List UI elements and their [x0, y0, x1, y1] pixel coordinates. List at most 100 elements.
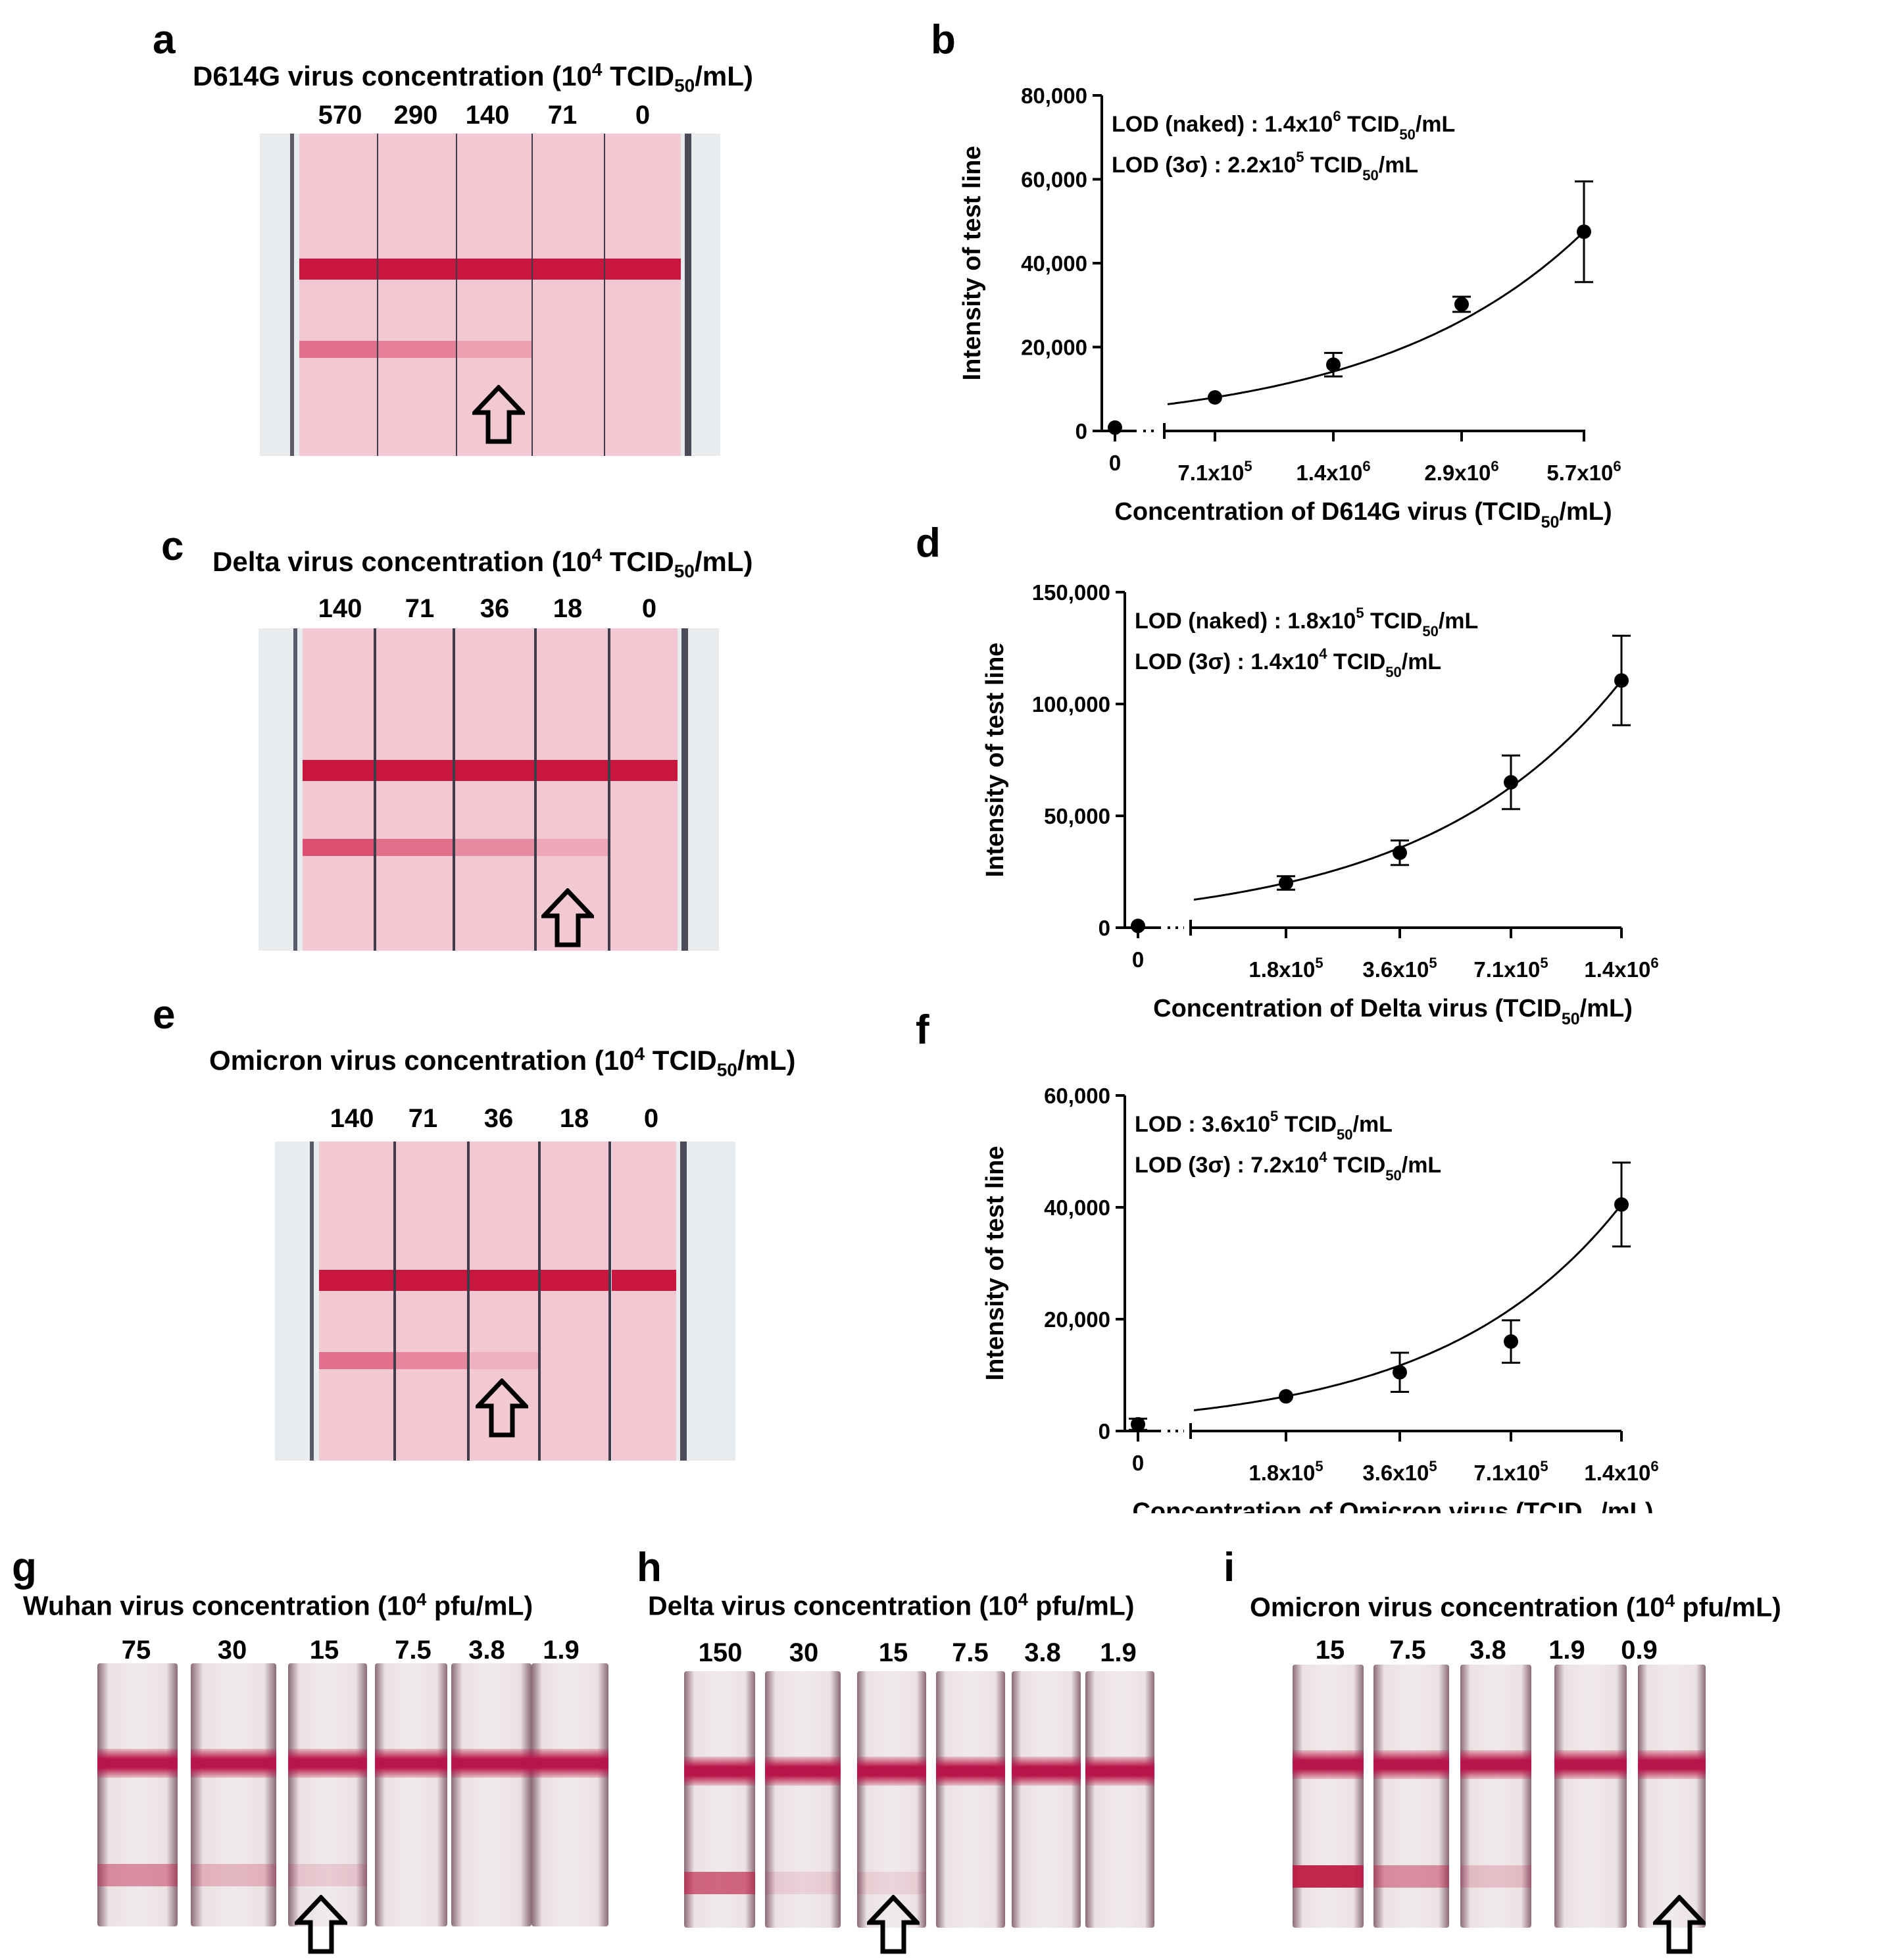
control-line: [191, 1749, 276, 1778]
lod-text: LOD (3σ) : 2.2x10: [1112, 153, 1296, 178]
lod-exponent: 4: [1319, 1149, 1327, 1165]
panel-title-e: Omicron virus concentration (104 TCID50/…: [209, 1045, 796, 1079]
concentration-label: 150: [698, 1638, 743, 1667]
x-tick-label: 1.8x105: [1248, 955, 1323, 982]
data-point: [1108, 420, 1122, 435]
lod-annotation: LOD (naked) : 1.8x105 TCID50/mL: [1135, 605, 1478, 640]
test-strip: [378, 134, 456, 456]
concentration-label: 0: [641, 594, 657, 623]
title-end: pfu/mL): [1027, 1590, 1135, 1621]
lod-text: LOD (3σ) : 1.4x10: [1135, 649, 1319, 674]
test-line: [684, 1872, 755, 1894]
lod-end: /mL: [1402, 1153, 1441, 1178]
concentration-label: 71: [408, 1104, 438, 1133]
x-axis-label: Concentration of Omicron virus (TCID50/m…: [1132, 1498, 1653, 1513]
lod-exponent: 5: [1270, 1108, 1278, 1124]
title-mid: TCID: [602, 61, 675, 91]
test-line: [765, 1872, 841, 1894]
test-strip: [1373, 1665, 1449, 1928]
control-line: [612, 1270, 676, 1291]
panel-label-d: d: [916, 520, 941, 566]
concentration-label: 7.5: [1389, 1636, 1426, 1665]
title-superscript: 4: [416, 1590, 427, 1609]
concentration-label: 18: [559, 1104, 589, 1133]
x-tick-label: 1.4x106: [1296, 458, 1370, 485]
tick-base: 2.9x10: [1424, 461, 1491, 485]
control-line: [375, 1749, 447, 1778]
concentration-label: 75: [121, 1636, 151, 1665]
tick-base: 7.1x10: [1473, 1461, 1540, 1485]
concentration-label: 140: [318, 594, 362, 623]
lod-annotation: LOD (3σ) : 7.2x104 TCID50/mL: [1135, 1149, 1441, 1184]
x-tick-label: 5.7x106: [1546, 458, 1621, 485]
concentration-label: 71: [547, 101, 578, 130]
lod-end: /mL: [1379, 153, 1418, 178]
arrow-icon: [476, 1378, 528, 1438]
tick-base: 1.4x10: [1584, 1461, 1650, 1485]
control-line: [1638, 1750, 1706, 1779]
y-tick-label: 0: [1099, 1419, 1110, 1444]
panel-title-c: Delta virus concentration (104 TCID50/mL…: [212, 546, 753, 580]
lod-unit: TCID: [1341, 112, 1400, 137]
y-tick-label: 60,000: [1044, 1084, 1110, 1108]
x-tick-label: 0: [1109, 451, 1121, 475]
concentration-label: 15: [878, 1638, 908, 1667]
title-text: Delta virus concentration (10: [212, 546, 592, 577]
test-line: [470, 1352, 538, 1369]
xlabel-end: /mL): [1559, 498, 1612, 526]
data-point: [1577, 224, 1591, 239]
tick-base: 3.6x10: [1362, 1461, 1429, 1485]
tick-exponent: 5: [1540, 955, 1548, 971]
concentration-label: 3.8: [468, 1636, 505, 1665]
concentration-label: 0: [643, 1104, 659, 1133]
title-end: /mL): [694, 546, 753, 577]
tick-exponent: 5: [1429, 1458, 1437, 1474]
title-superscript: 4: [591, 59, 603, 80]
data-point: [1454, 297, 1469, 312]
strip-divider: [374, 628, 376, 951]
concentration-label: 18: [553, 594, 583, 623]
data-point: [1131, 918, 1145, 934]
title-text: Omicron virus concentration (10: [209, 1045, 635, 1076]
test-line: [303, 839, 374, 856]
concentration-label: 3.8: [1470, 1636, 1506, 1665]
concentration-label: 3.8: [1024, 1638, 1061, 1667]
test-strip: [375, 1663, 447, 1926]
tick-exponent: 5: [1540, 1458, 1548, 1474]
control-line: [541, 1270, 608, 1291]
tick-exponent: 5: [1429, 955, 1437, 971]
title-subscript: 50: [674, 75, 695, 96]
concentration-label: 0: [635, 101, 651, 130]
xlabel-main: Concentration of Delta virus (TCID: [1153, 995, 1562, 1022]
test-strip: [612, 1142, 676, 1461]
x-tick-label: 1.8x105: [1248, 1458, 1323, 1485]
test-line: [376, 839, 453, 856]
control-line: [455, 760, 534, 781]
data-point: [1614, 673, 1629, 688]
control-line: [299, 259, 377, 280]
test-strip: [605, 134, 681, 456]
test-line: [319, 1352, 393, 1369]
concentration-label: 7.5: [952, 1638, 989, 1667]
strip-edge: [685, 134, 691, 456]
title-end: /mL): [737, 1045, 796, 1076]
test-strip: [936, 1671, 1005, 1928]
control-line: [303, 760, 374, 781]
data-point: [1131, 1417, 1145, 1432]
test-line: [457, 341, 531, 358]
x-axis-label: Concentration of Delta virus (TCID50/mL): [1153, 995, 1633, 1026]
control-line: [1460, 1750, 1531, 1779]
x-tick-label: 7.1x105: [1473, 1458, 1548, 1485]
tick-exponent: 6: [1491, 458, 1498, 474]
lod-annotation: LOD (naked) : 1.4x106 TCID50/mL: [1112, 108, 1455, 143]
test-strip: [457, 134, 531, 456]
xlabel-end: /mL): [1580, 995, 1633, 1022]
test-strip: [1012, 1671, 1081, 1928]
test-line: [537, 839, 608, 856]
control-line: [1554, 1750, 1627, 1779]
xlabel-main: Concentration of Omicron virus (TCID: [1132, 1498, 1582, 1513]
panel-label-c: c: [161, 524, 184, 569]
data-point: [1393, 1365, 1407, 1380]
test-strip: [376, 628, 453, 951]
